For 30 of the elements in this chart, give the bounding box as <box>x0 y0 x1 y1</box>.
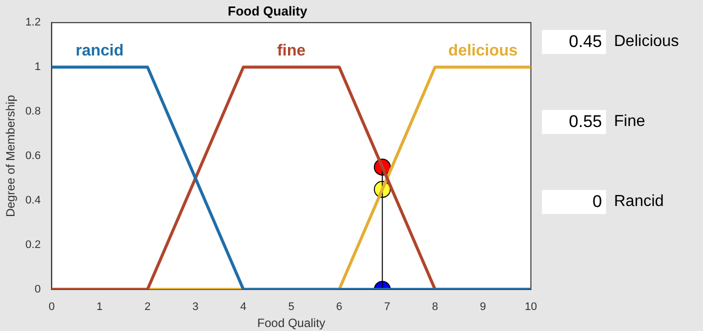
x-tick-label: 8 <box>432 301 438 314</box>
series-label: rancid <box>76 42 124 60</box>
y-axis-title: Degree of Membership <box>4 94 18 218</box>
text: 0.45 <box>542 30 606 54</box>
y-tick-label: 0.4 <box>25 194 41 206</box>
series-label: fine <box>277 42 306 60</box>
y-tick-label: 0.2 <box>25 238 41 251</box>
text: 0 <box>542 190 606 214</box>
y-tick-label: 0.8 <box>25 106 41 118</box>
x-tick-label: 5 <box>288 301 294 314</box>
x-tick-label: 3 <box>192 301 199 314</box>
y-tick-label: 0 <box>34 283 41 296</box>
x-tick-label: 9 <box>480 301 486 314</box>
x-axis-title: Food Quality <box>257 316 326 330</box>
y-tick-label: 1 <box>34 61 41 74</box>
y-tick-label: 1.2 <box>25 16 41 29</box>
x-tick-label: 2 <box>144 301 151 314</box>
x-tick-label: 7 <box>384 301 390 314</box>
text: Delicious <box>614 33 679 51</box>
text: Fine <box>614 113 646 131</box>
x-tick-label: 1 <box>96 301 103 314</box>
x-tick-label: 4 <box>240 301 246 314</box>
text: Rancid <box>614 193 664 211</box>
x-tick-label: 6 <box>336 301 342 314</box>
chart-title: Food Quality <box>228 3 308 18</box>
y-tick-label: 0.6 <box>25 150 41 162</box>
x-tick-label: 10 <box>524 301 538 314</box>
text: 0.55 <box>542 110 606 134</box>
series-label: delicious <box>448 42 518 60</box>
x-tick-label: 0 <box>48 301 55 314</box>
